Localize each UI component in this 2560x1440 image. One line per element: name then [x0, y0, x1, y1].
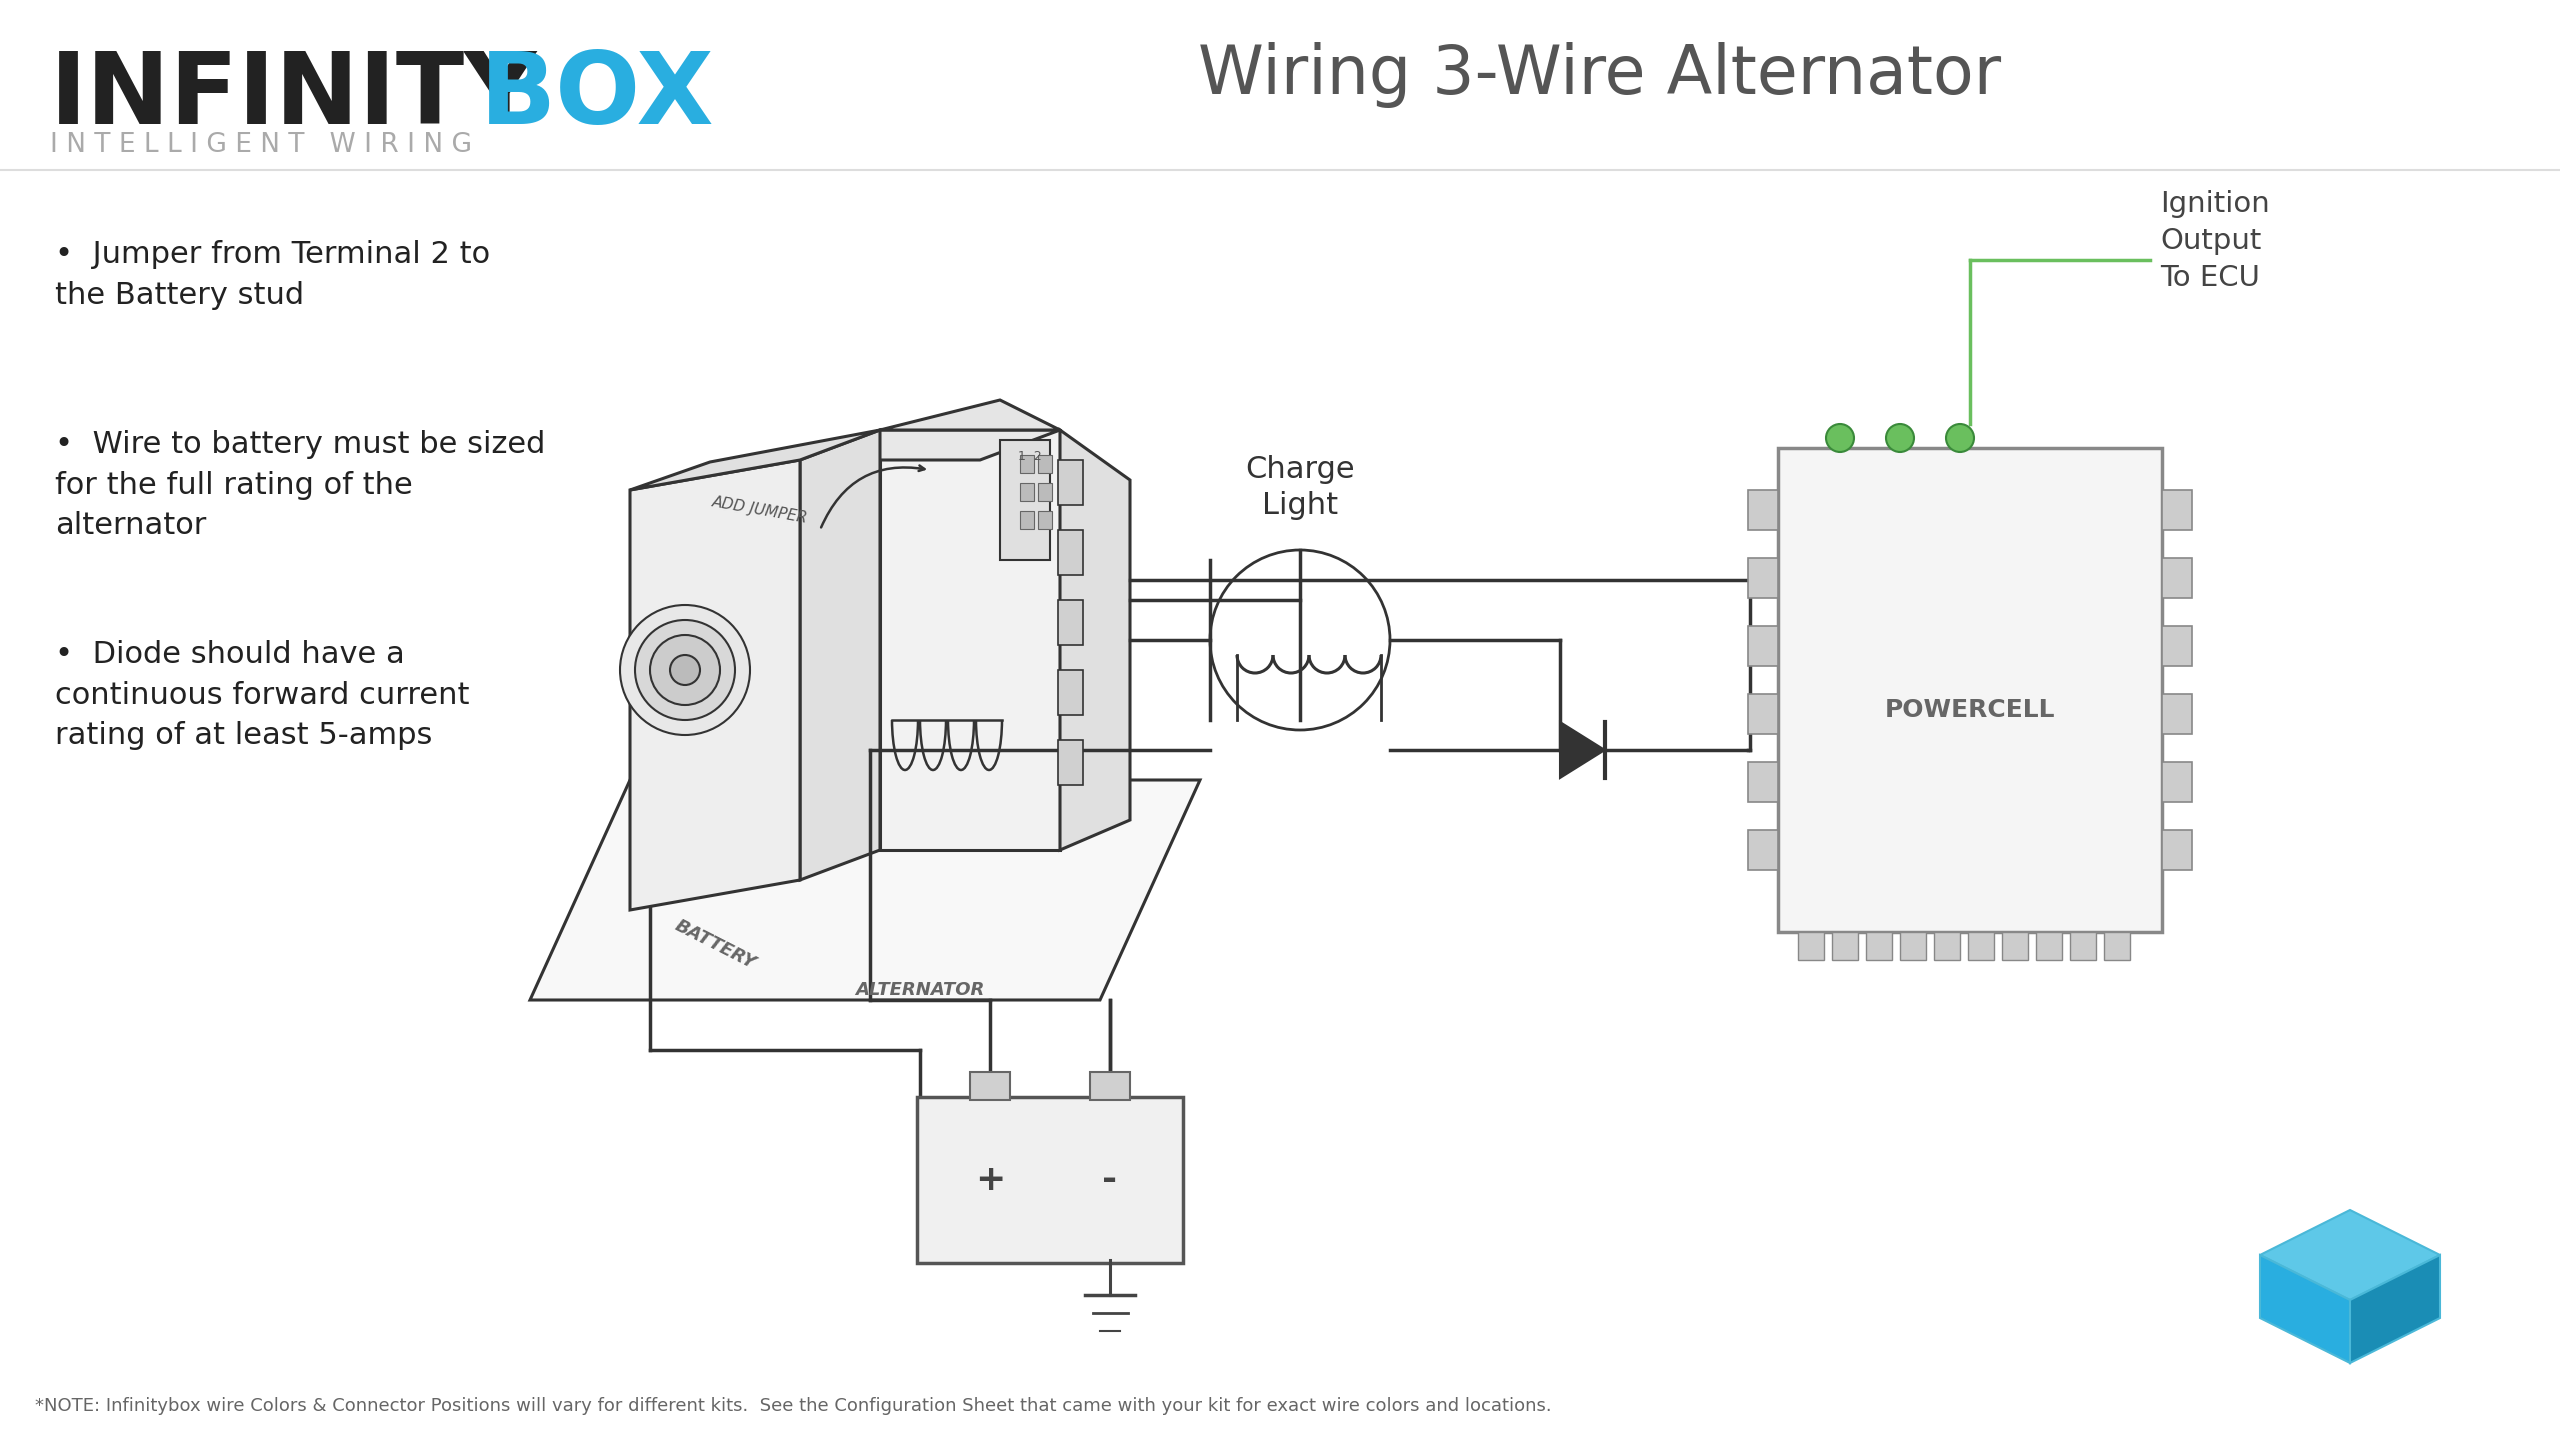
Text: 1  2: 1 2: [1019, 449, 1042, 464]
FancyBboxPatch shape: [1833, 932, 1859, 960]
Polygon shape: [799, 431, 1060, 459]
FancyBboxPatch shape: [1748, 762, 1779, 802]
FancyBboxPatch shape: [1037, 511, 1052, 528]
FancyBboxPatch shape: [1779, 448, 2163, 932]
Polygon shape: [2260, 1210, 2440, 1300]
Circle shape: [635, 621, 735, 720]
Text: Ignition
Output
To ECU: Ignition Output To ECU: [2161, 190, 2271, 291]
Polygon shape: [1060, 431, 1129, 850]
Polygon shape: [630, 459, 799, 910]
Text: BATTERY: BATTERY: [671, 917, 758, 973]
FancyBboxPatch shape: [1057, 670, 1083, 716]
Circle shape: [671, 655, 699, 685]
Text: +: +: [975, 1164, 1006, 1197]
FancyBboxPatch shape: [2163, 557, 2191, 598]
FancyBboxPatch shape: [2163, 626, 2191, 665]
FancyBboxPatch shape: [1019, 482, 1034, 501]
Text: ALTERNATOR: ALTERNATOR: [855, 981, 986, 999]
FancyBboxPatch shape: [2002, 932, 2028, 960]
Text: Wiring 3-Wire Alternator: Wiring 3-Wire Alternator: [1198, 42, 2002, 108]
Text: ADD JUMPER: ADD JUMPER: [712, 494, 809, 526]
FancyBboxPatch shape: [1037, 455, 1052, 472]
FancyBboxPatch shape: [1748, 557, 1779, 598]
Polygon shape: [530, 780, 1201, 999]
Circle shape: [1887, 423, 1915, 452]
FancyBboxPatch shape: [1748, 490, 1779, 530]
FancyBboxPatch shape: [1933, 932, 1961, 960]
Polygon shape: [630, 431, 881, 490]
FancyBboxPatch shape: [1091, 1071, 1129, 1100]
FancyBboxPatch shape: [2104, 932, 2130, 960]
Text: •  Jumper from Terminal 2 to
the Battery stud: • Jumper from Terminal 2 to the Battery …: [54, 240, 489, 310]
Polygon shape: [1559, 721, 1605, 778]
FancyBboxPatch shape: [1057, 600, 1083, 645]
FancyBboxPatch shape: [1900, 932, 1925, 960]
Text: I N T E L L I G E N T   W I R I N G: I N T E L L I G E N T W I R I N G: [51, 132, 471, 158]
FancyBboxPatch shape: [1057, 530, 1083, 575]
FancyBboxPatch shape: [1866, 932, 1892, 960]
Text: BOX: BOX: [481, 48, 714, 145]
FancyBboxPatch shape: [1019, 511, 1034, 528]
Text: INFINITY: INFINITY: [51, 48, 538, 145]
Polygon shape: [2350, 1256, 2440, 1364]
Polygon shape: [2260, 1256, 2350, 1364]
FancyBboxPatch shape: [1748, 694, 1779, 734]
FancyBboxPatch shape: [970, 1071, 1011, 1100]
FancyBboxPatch shape: [1001, 441, 1050, 560]
FancyBboxPatch shape: [2163, 829, 2191, 870]
Text: •  Wire to battery must be sized
for the full rating of the
alternator: • Wire to battery must be sized for the …: [54, 431, 545, 540]
FancyBboxPatch shape: [916, 1097, 1183, 1263]
Text: *NOTE: Infinitybox wire Colors & Connector Positions will vary for different kit: *NOTE: Infinitybox wire Colors & Connect…: [36, 1397, 1551, 1416]
Circle shape: [1825, 423, 1853, 452]
Text: Charge
Light: Charge Light: [1244, 455, 1354, 520]
FancyBboxPatch shape: [1748, 626, 1779, 665]
FancyBboxPatch shape: [1037, 482, 1052, 501]
Polygon shape: [881, 400, 1060, 431]
FancyBboxPatch shape: [2163, 490, 2191, 530]
Text: -: -: [1103, 1164, 1119, 1197]
FancyBboxPatch shape: [1748, 829, 1779, 870]
FancyBboxPatch shape: [1019, 455, 1034, 472]
FancyBboxPatch shape: [2163, 694, 2191, 734]
Circle shape: [620, 605, 750, 734]
FancyBboxPatch shape: [1057, 459, 1083, 505]
Polygon shape: [799, 431, 881, 880]
FancyBboxPatch shape: [1797, 932, 1823, 960]
Text: POWERCELL: POWERCELL: [1884, 698, 2056, 721]
FancyBboxPatch shape: [2035, 932, 2061, 960]
FancyBboxPatch shape: [1057, 740, 1083, 785]
Circle shape: [650, 635, 719, 706]
Text: •  Diode should have a
continuous forward current
rating of at least 5-amps: • Diode should have a continuous forward…: [54, 639, 468, 750]
FancyBboxPatch shape: [2163, 762, 2191, 802]
Circle shape: [1946, 423, 1974, 452]
FancyBboxPatch shape: [2071, 932, 2097, 960]
FancyBboxPatch shape: [1969, 932, 1994, 960]
Polygon shape: [881, 431, 1060, 850]
